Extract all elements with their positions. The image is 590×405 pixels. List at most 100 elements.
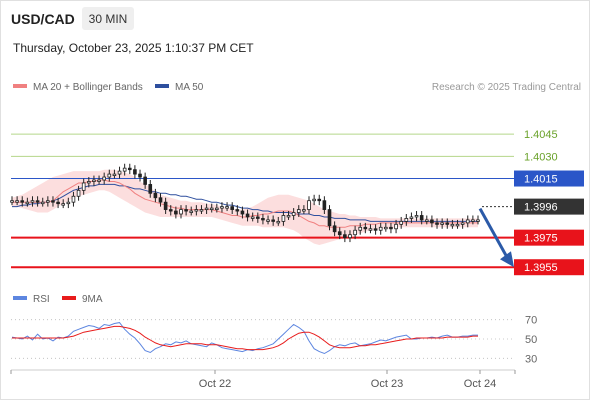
candle-body	[419, 215, 424, 221]
candle-body	[184, 209, 188, 212]
support-label-1.3955: 1.3955	[524, 262, 558, 274]
candle-body	[133, 169, 137, 175]
candle-body	[20, 200, 25, 203]
candle-body	[389, 226, 393, 230]
candle-body	[358, 226, 363, 231]
candle-body	[327, 209, 332, 227]
candle-body	[424, 219, 429, 222]
timeframe-label: 30 MIN	[89, 12, 128, 26]
candle-body	[322, 200, 327, 210]
candle-body	[92, 179, 96, 182]
credit-label: Research © 2025 Trading Central	[432, 82, 581, 93]
candle-body	[35, 200, 40, 203]
candle-body	[127, 167, 132, 171]
candle-body	[117, 170, 122, 175]
ma50-legend-label: MA 50	[175, 82, 204, 93]
time-tick-label: Oct 24	[464, 378, 496, 390]
candle-body	[343, 234, 347, 239]
candle-body	[435, 222, 439, 225]
candle-body	[255, 216, 260, 219]
rsi-grid: 70 50 30	[11, 315, 537, 365]
candle-body	[25, 201, 30, 205]
candle-body	[15, 200, 19, 203]
price-panel: 1.4045 1.4030 1.4015 1.3996 1.3975 1.3955	[10, 129, 584, 276]
candle-body	[61, 203, 66, 206]
rsi-tick-50: 50	[525, 334, 537, 346]
candle-body	[230, 206, 235, 210]
candle-body	[220, 206, 224, 209]
level-labels: 1.4045 1.4030 1.4015 1.3996 1.3975 1.3955	[514, 129, 584, 276]
current-price-label: 1.3996	[524, 202, 558, 214]
candle-body	[317, 198, 322, 202]
rsi-tick-70: 70	[525, 315, 537, 327]
candle-body	[363, 226, 368, 230]
candle-body	[235, 209, 240, 212]
candle-body	[30, 200, 35, 203]
candle-body	[81, 182, 86, 191]
resistance-label-1.4045: 1.4045	[524, 129, 558, 141]
candle-body	[302, 209, 306, 212]
candle-body	[97, 179, 101, 182]
candle-body	[148, 184, 153, 194]
candle-body	[158, 197, 163, 203]
candle-body	[455, 223, 460, 227]
candle-body	[445, 222, 450, 225]
candle-body	[215, 207, 219, 210]
candle-body	[307, 200, 311, 210]
support-tag-1.3975	[514, 229, 584, 246]
candle-body	[286, 215, 291, 218]
pivot-label: 1.4015	[524, 174, 558, 186]
level-lines	[11, 133, 514, 269]
rsi-ma-legend-label: 9MA	[82, 294, 103, 305]
candle-body	[199, 209, 204, 212]
candle-body	[394, 223, 398, 230]
ma50-legend-swatch	[155, 84, 169, 88]
timeframe-badge[interactable]	[82, 7, 134, 30]
symbol-title: USD/CAD	[11, 11, 75, 27]
candle-body	[250, 216, 255, 219]
candle-body	[71, 195, 76, 203]
rsi-ma-line	[12, 325, 478, 351]
rsi-line	[11, 322, 478, 355]
candle-body	[404, 218, 409, 222]
candle-body	[225, 206, 229, 209]
time-axis: Oct 22 Oct 23 Oct 24	[10, 370, 516, 390]
support-tag-1.3955	[514, 259, 584, 276]
candle-body	[240, 210, 245, 215]
candle-body	[465, 219, 470, 224]
forecast-arrow	[478, 207, 514, 268]
candle-body	[122, 167, 127, 172]
candle-body	[179, 209, 183, 215]
candle-body	[312, 198, 316, 202]
candle-body	[107, 173, 112, 178]
candle-body	[189, 210, 194, 213]
candle-body	[296, 209, 301, 213]
candle-body	[209, 207, 214, 210]
rsi-legend-swatch	[13, 296, 27, 300]
candle-body	[138, 173, 142, 178]
time-tick-label: Oct 23	[371, 378, 403, 390]
candle-body	[414, 215, 419, 218]
resistance-label-1.4030: 1.4030	[524, 151, 558, 163]
candle-body	[368, 228, 373, 231]
candles	[10, 163, 480, 243]
rsi-legend-label: RSI	[33, 294, 50, 305]
rsi-tick-30: 30	[525, 353, 537, 365]
candle-body	[51, 200, 55, 203]
candle-body	[378, 226, 383, 231]
rsi-ma-legend-swatch	[62, 296, 76, 300]
candle-body	[332, 225, 337, 233]
current-price-tag	[514, 198, 584, 215]
candle-body	[373, 228, 378, 231]
candle-body	[194, 209, 199, 212]
candle-body	[174, 210, 178, 215]
candle-body	[163, 201, 168, 210]
candle-body	[245, 213, 250, 218]
support-label-1.3975: 1.3975	[524, 233, 558, 245]
candle-body	[291, 212, 296, 216]
candle-body	[56, 201, 60, 205]
forecast-arrow-shaft	[478, 207, 509, 258]
forecast-arrow-head	[500, 251, 514, 268]
candle-body	[112, 173, 117, 176]
candle-body	[266, 219, 270, 222]
